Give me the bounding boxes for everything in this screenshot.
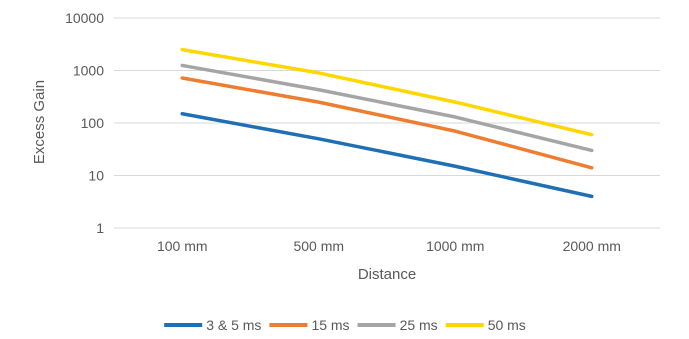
series-line-0 <box>180 112 594 199</box>
series-lines <box>180 47 594 199</box>
x-tick-label: 500 mm <box>293 238 344 254</box>
x-axis-ticks: 100 mm 500 mm 1000 mm 2000 mm <box>157 238 621 254</box>
y-axis-ticks: 1 10 100 1000 10000 <box>65 10 104 236</box>
x-axis-title: Distance <box>358 266 416 283</box>
legend-item: 15 ms <box>269 317 350 333</box>
series-line-1 <box>180 76 594 170</box>
legend-label: 50 ms <box>488 317 526 333</box>
y-tick-label: 100 <box>81 115 105 131</box>
legend-label: 25 ms <box>400 317 438 333</box>
legend-item: 50 ms <box>445 317 526 333</box>
legend-item: 3 & 5 ms <box>164 317 261 333</box>
legend: 3 & 5 ms 15 ms 25 ms 50 ms <box>164 317 526 333</box>
y-tick-label: 10000 <box>65 10 104 26</box>
series-line-3 <box>180 47 594 137</box>
y-tick-label: 10 <box>88 168 104 184</box>
legend-label: 15 ms <box>311 317 349 333</box>
x-tick-label: 2000 mm <box>563 238 621 254</box>
x-tick-label: 100 mm <box>157 238 208 254</box>
x-tick-label: 1000 mm <box>426 238 484 254</box>
y-tick-label: 1000 <box>73 63 104 79</box>
legend-label: 3 & 5 ms <box>206 317 261 333</box>
series-line-2 <box>180 63 594 153</box>
legend-item: 25 ms <box>357 317 438 333</box>
y-axis-title: Excess Gain <box>31 80 48 164</box>
y-tick-label: 1 <box>96 220 104 236</box>
grid-lines <box>114 17 660 229</box>
